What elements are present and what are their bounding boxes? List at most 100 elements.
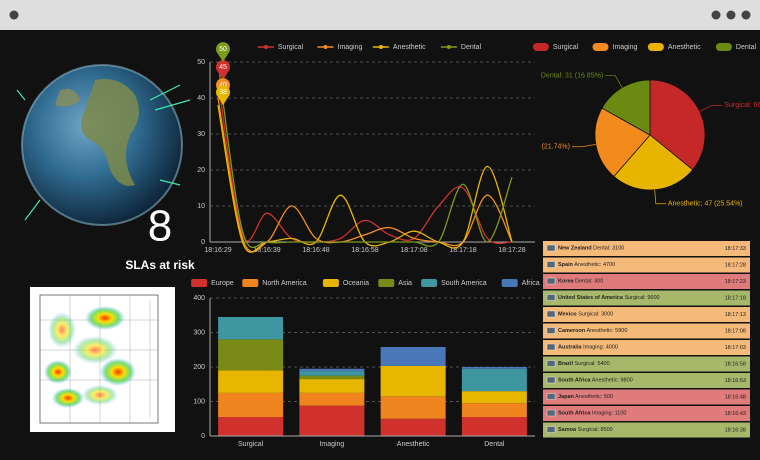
feed-row	[543, 406, 750, 421]
window-button[interactable]	[741, 10, 751, 20]
flag-icon	[546, 393, 556, 400]
bar-segment	[380, 346, 446, 366]
feed-text: New Zealand Dental: 3100	[558, 246, 624, 252]
slice-label: Surgical: 66 (35.87%)	[724, 102, 760, 109]
feed-text: Mexico Surgical: 3000	[558, 312, 613, 318]
leader-line	[605, 75, 623, 88]
feed-detail: Surgical: 5400	[575, 361, 610, 367]
legend-label: Surgical	[278, 44, 304, 51]
pin-marker	[216, 60, 230, 80]
legend-icon	[378, 279, 395, 287]
pin-label: 45	[219, 64, 227, 71]
feed-detail: Surgical: 9600	[624, 295, 659, 301]
feed-detail: Anesthetic: 500	[575, 394, 613, 400]
feed-text: Brazil Surgical: 5400	[558, 361, 610, 367]
legend-label: North America	[262, 280, 306, 287]
window-button[interactable]	[711, 10, 721, 20]
y-tick-label: 300	[193, 329, 205, 336]
feed-row	[543, 422, 750, 438]
feed-text: Korea Dental: 300	[558, 279, 603, 285]
x-tick-label: 18:16:48	[302, 247, 329, 254]
bar-segment	[380, 418, 446, 436]
y-tick-label: 0	[201, 239, 205, 246]
pie-slice	[601, 79, 651, 136]
bar-segment	[218, 392, 284, 418]
heatmap	[30, 287, 175, 432]
feed-text: Cameroon Anesthetic: 5900	[558, 328, 627, 334]
feed-time: 18:16:53	[725, 378, 746, 384]
legend-label: Dental	[461, 44, 482, 51]
bar-segment	[299, 405, 365, 436]
legend-icon	[715, 43, 732, 51]
y-tick-label: 200	[193, 364, 205, 371]
y-tick-label: 40	[197, 95, 205, 102]
legend-icon	[242, 279, 259, 287]
feed-country: Australia	[558, 345, 582, 351]
bar-segment	[461, 367, 527, 369]
sla-count: 8	[148, 202, 172, 251]
feed-time: 18:17:33	[725, 246, 746, 252]
feed-country: United States of America	[558, 295, 624, 301]
legend-icon	[532, 43, 549, 51]
flag-icon	[546, 343, 556, 351]
legend-icon	[446, 45, 451, 49]
feed-text: Spain Anesthetic: 4700	[558, 262, 615, 268]
feed-time: 18:17:18	[725, 295, 746, 301]
feed-time: 18:16:43	[725, 411, 746, 417]
feed-text: Samoa Surgical: 8500	[558, 427, 613, 433]
feed-time: 18:17:13	[725, 312, 746, 318]
flag-icon	[546, 360, 556, 367]
feed-detail: Dental: 300	[575, 279, 603, 285]
legend-icon	[501, 279, 518, 287]
legend-label: Imaging	[338, 44, 363, 51]
y-tick-label: 50	[197, 59, 205, 66]
feed-country: Mexico	[558, 312, 577, 318]
flag-icon	[546, 261, 556, 268]
legend-icon	[191, 279, 208, 287]
legend-label: Dental	[736, 44, 757, 51]
feed-row	[543, 373, 750, 388]
feed-text: Japan Anesthetic: 500	[558, 394, 613, 400]
x-tick-label: 18:16:39	[253, 247, 280, 254]
feed-text: South Africa Imaging: 1100	[558, 411, 626, 417]
y-tick-label: 20	[197, 167, 205, 174]
bar-segment	[461, 368, 527, 392]
pie-group: Surgical: 66 (35.87%) Anesthetic: 47 (25.…	[540, 72, 760, 207]
feed-detail: Dental: 3100	[593, 246, 624, 252]
feed-time: 18:17:28	[725, 262, 746, 268]
pin-marker	[216, 85, 230, 106]
legend-icon	[323, 45, 328, 49]
bar-segment	[299, 368, 365, 372]
x-tick-label: Dental	[484, 441, 505, 448]
sla-label: SLAs at risk	[125, 258, 195, 272]
series-line	[217, 79, 513, 244]
x-tick-label: 18:16:58	[351, 247, 378, 254]
pin-label: 38	[219, 89, 227, 96]
y-tick-label: 400	[193, 295, 205, 302]
x-tick-label: 18:16:29	[204, 247, 231, 254]
flag-icon	[546, 244, 556, 252]
legend-label: South America	[441, 280, 487, 287]
feed-text: Australia Imaging: 4000	[558, 345, 618, 351]
pie-slice	[613, 134, 694, 191]
legend-label: Asia	[398, 280, 412, 287]
globe	[16, 64, 191, 226]
feed-country: Spain	[558, 262, 574, 268]
legend-label: Oceania	[343, 280, 369, 287]
x-tick-label: 18:17:18	[449, 247, 476, 254]
bar-segment	[299, 379, 365, 393]
window-button[interactable]	[726, 10, 736, 20]
feed-time: 18:17:08	[725, 328, 746, 334]
y-tick-label: 100	[193, 398, 205, 405]
feed-row	[543, 307, 750, 322]
feed-row	[543, 290, 750, 306]
bar-segment	[299, 392, 365, 406]
feed-text: United States of America Surgical: 9600	[558, 295, 660, 301]
pin-marker	[216, 42, 230, 62]
feed-detail: Anesthetic: 4700	[574, 262, 615, 268]
feed-detail: Imaging: 1100	[592, 411, 626, 417]
feed-time: 18:17:03	[725, 345, 746, 351]
flag-icon	[546, 376, 556, 384]
bar-segment	[380, 365, 446, 397]
legend-icon	[263, 45, 268, 49]
